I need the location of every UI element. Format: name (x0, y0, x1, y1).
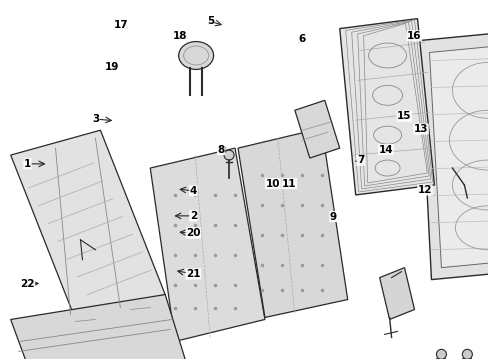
Text: 8: 8 (217, 144, 224, 154)
Polygon shape (238, 128, 347, 318)
Polygon shape (339, 19, 433, 195)
Text: 5: 5 (206, 17, 214, 27)
Polygon shape (150, 148, 264, 341)
Text: 1: 1 (24, 159, 31, 169)
Polygon shape (11, 294, 185, 360)
Text: 7: 7 (356, 155, 364, 165)
Text: 19: 19 (104, 62, 119, 72)
Text: 4: 4 (189, 186, 197, 196)
Text: 10: 10 (265, 179, 280, 189)
Polygon shape (419, 28, 488, 280)
Text: 13: 13 (413, 124, 427, 134)
Polygon shape (428, 42, 488, 268)
Text: 9: 9 (329, 212, 336, 221)
Text: 16: 16 (406, 31, 421, 41)
Polygon shape (25, 345, 195, 360)
Circle shape (462, 349, 471, 359)
Text: 20: 20 (185, 228, 200, 238)
Polygon shape (11, 130, 165, 319)
Text: 6: 6 (298, 35, 305, 44)
Text: 21: 21 (185, 269, 200, 279)
Text: 17: 17 (114, 20, 129, 30)
Text: 3: 3 (92, 114, 99, 124)
Polygon shape (379, 268, 414, 319)
Text: 18: 18 (173, 31, 187, 41)
Circle shape (436, 349, 446, 359)
Text: 2: 2 (189, 211, 197, 221)
Text: 12: 12 (417, 185, 431, 195)
Polygon shape (294, 100, 339, 158)
Text: 15: 15 (396, 111, 411, 121)
Text: 11: 11 (282, 179, 296, 189)
Text: 14: 14 (378, 144, 392, 154)
Circle shape (224, 150, 234, 160)
Text: 22: 22 (20, 279, 35, 289)
Ellipse shape (178, 41, 213, 69)
